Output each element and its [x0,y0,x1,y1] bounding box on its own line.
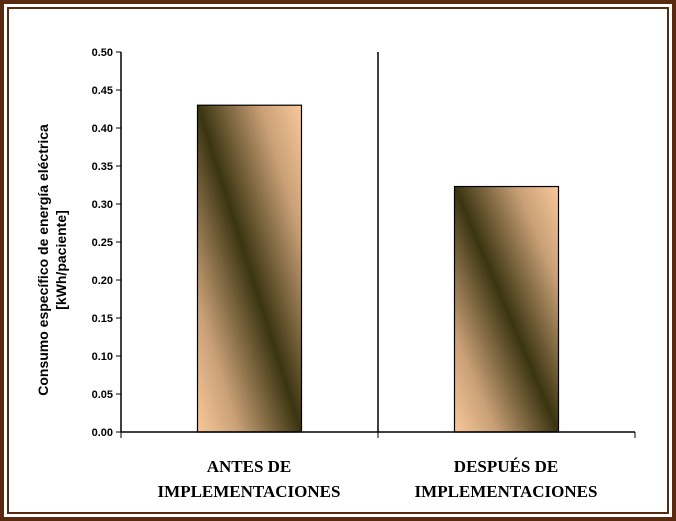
bar-1 [196,104,303,433]
bar-2 [453,185,560,433]
category-label-2-line1: DESPUÉS DE [454,457,558,476]
y-axis-label-line1: Consumo específico de energía eléctrica [35,124,51,396]
y-tick-label: 0.20 [92,275,113,287]
y-tick-label: 0.00 [92,427,113,439]
y-tick-label: 0.35 [92,161,113,173]
category-label-1-line1: ANTES DE [207,457,292,476]
category-label-1-line2: IMPLEMENTACIONES [158,482,341,501]
y-tick-label: 0.40 [92,123,113,135]
y-tick-label: 0.45 [92,85,113,97]
y-axis-label-line2: [kWh/paciente] [53,210,69,310]
inner-border [7,7,669,514]
y-tick-label: 0.15 [92,313,113,325]
category-label-2-line2: IMPLEMENTACIONES [415,482,598,501]
y-tick-label: 0.05 [92,389,113,401]
y-tick-label: 0.25 [92,237,113,249]
y-tick-label: 0.10 [92,351,113,363]
y-tick-label: 0.50 [92,47,113,59]
y-tick-label: 0.30 [92,199,113,211]
